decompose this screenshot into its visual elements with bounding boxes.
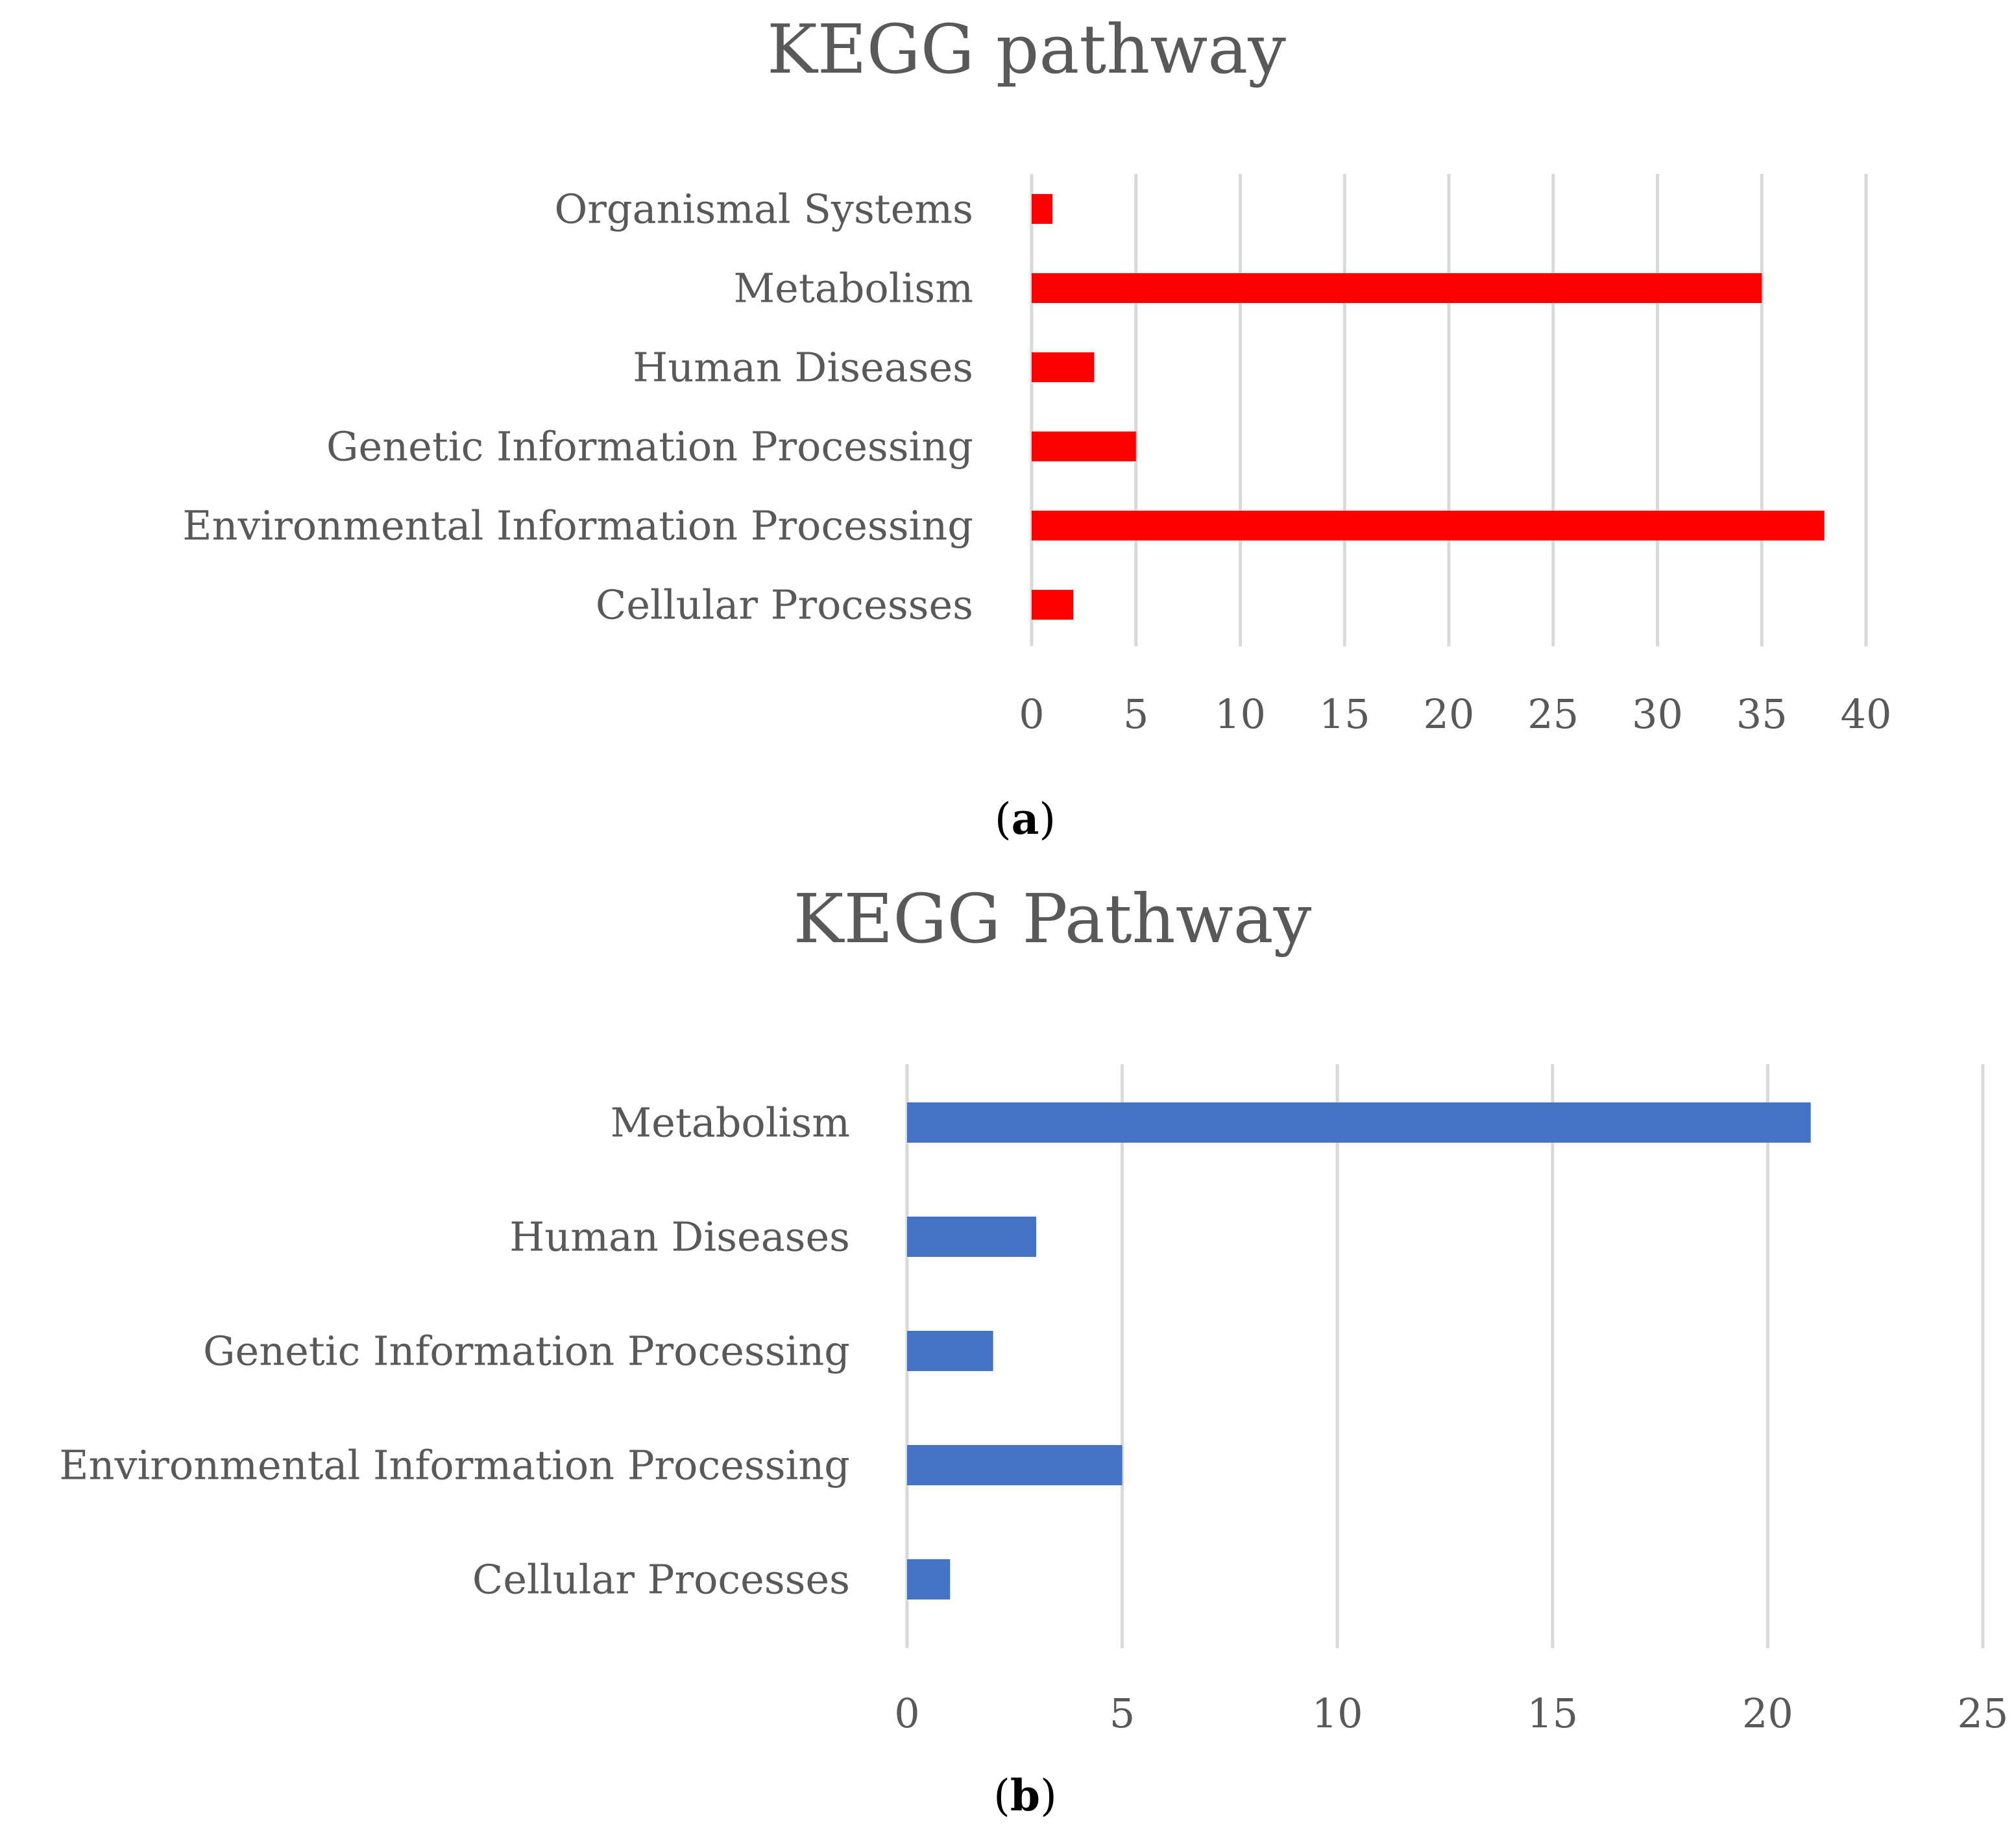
chart-a-tick-label: 25: [1527, 690, 1579, 738]
chart-a-category-label: Metabolism: [734, 265, 973, 312]
chart-b-category-label: Metabolism: [611, 1099, 850, 1147]
chart-b-category-label: Genetic Information Processing: [203, 1328, 850, 1375]
chart-b-tick-label: 15: [1527, 1690, 1578, 1737]
chart-a-tick-label: 30: [1632, 690, 1683, 738]
chart-b-tick-label: 25: [1958, 1690, 2009, 1737]
chart-b: KEGG Pathway Metabolism Human Diseases Gen…: [59, 879, 2008, 1821]
chart-a-bar: [1032, 194, 1053, 224]
chart-b-title: KEGG Pathway: [794, 879, 1312, 958]
chart-a-tick-label: 15: [1319, 690, 1370, 738]
chart-b-gridlines: [905, 1064, 1985, 1648]
chart-b-tick-label: 20: [1742, 1690, 1793, 1737]
chart-a-category-label: Genetic Information Processing: [326, 423, 973, 470]
chart-a-tick-label: 0: [1019, 690, 1044, 738]
chart-b-bar: [907, 1331, 993, 1371]
chart-b-bar: [907, 1559, 951, 1599]
chart-a-panel-label: (a): [995, 794, 1056, 844]
chart-b-panel-label: (b): [993, 1770, 1057, 1821]
chart-b-bar: [907, 1217, 1036, 1257]
chart-a-bar: [1032, 273, 1762, 303]
chart-a-bar: [1032, 511, 1825, 541]
chart-a-category-label: Cellular Processes: [596, 581, 973, 629]
chart-b-bar: [907, 1102, 1811, 1143]
chart-b-tick-label: 10: [1312, 1690, 1363, 1737]
chart-a-title: KEGG pathway: [767, 10, 1286, 89]
chart-a-category-label: Organismal Systems: [554, 186, 973, 233]
chart-a-bars: [1032, 194, 1825, 620]
chart-a-category-label: Human Diseases: [633, 344, 973, 391]
chart-a-tick-label: 40: [1841, 690, 1892, 738]
chart-b-tick-labels: 0 5 10 15 20 25: [894, 1690, 2008, 1737]
chart-a-tick-label: 10: [1215, 690, 1266, 738]
chart-a-bar: [1032, 352, 1095, 382]
chart-a-tick-label: 5: [1123, 690, 1148, 738]
chart-a-gridlines: [1030, 174, 1868, 646]
chart-a-bar: [1032, 432, 1136, 461]
chart-b-tick-label: 0: [894, 1690, 919, 1737]
chart-a-category-label: Environmental Information Processing: [182, 502, 973, 550]
chart-a-tick-labels: 0 5 10 15 20 25 30 35 40: [1019, 690, 1891, 738]
chart-b-bars: [907, 1102, 1811, 1599]
chart-b-category-label: Environmental Information Processing: [59, 1442, 850, 1489]
chart-b-category-labels: Metabolism Human Diseases Genetic Informat…: [59, 1099, 850, 1603]
chart-a-tick-label: 20: [1424, 690, 1475, 738]
chart-b-category-label: Cellular Processes: [472, 1556, 850, 1603]
chart-a-bar: [1032, 590, 1074, 620]
chart-a-category-labels: Organismal Systems Metabolism Human Diseas…: [182, 186, 973, 629]
chart-a-tick-label: 35: [1736, 690, 1788, 738]
chart-b-category-label: Human Diseases: [509, 1213, 850, 1261]
chart-b-tick-label: 5: [1110, 1690, 1135, 1737]
chart-b-bar: [907, 1445, 1122, 1485]
chart-a: KEGG pathway Organismal Systems Metabolis…: [182, 10, 1891, 844]
